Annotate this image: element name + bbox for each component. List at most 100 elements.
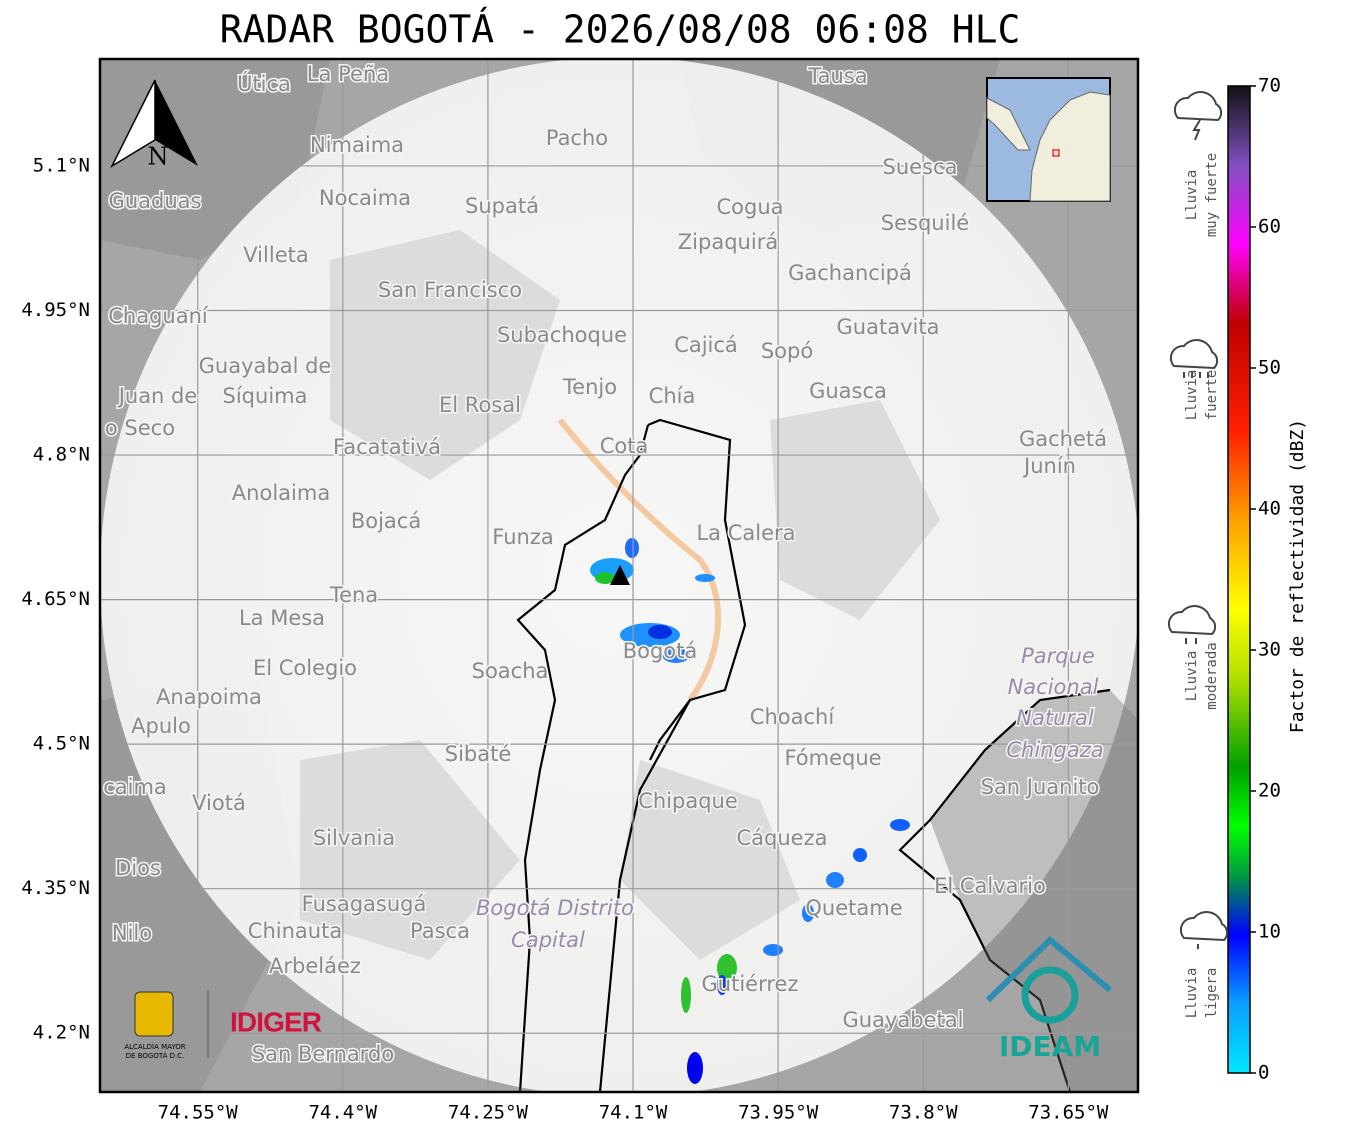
place-label: Fómeque [784, 746, 881, 770]
radar-echo [625, 538, 639, 558]
place-label: Supatá [465, 194, 539, 218]
colorbar-tick-label: 50 [1258, 357, 1281, 379]
y-tick-label: 4.65°N [21, 588, 90, 610]
radar-echo [890, 819, 910, 831]
place-label: Apulo [131, 714, 191, 738]
place-label: Arbeláez [269, 954, 361, 978]
place-label: La Peña [307, 62, 389, 86]
x-tick-label: 74.25°W [448, 1102, 529, 1124]
place-label: Chipaque [638, 789, 738, 813]
intensity-label: Lluvia [1184, 651, 1200, 702]
place-label: Fusagasugá [302, 892, 427, 916]
place-label: Tausa [807, 64, 867, 88]
colorbar [1227, 85, 1251, 1074]
place-label: Chaguaní [108, 304, 209, 328]
radar-echo [763, 944, 783, 956]
radar-echo [662, 647, 690, 663]
place-label: El Rosal [439, 393, 521, 417]
radar-echo [695, 574, 715, 582]
place-label: Guasca [809, 379, 887, 403]
place-label: Sesquilé [881, 211, 969, 235]
place-label: Cogua [716, 195, 783, 219]
radar-site [610, 565, 630, 585]
y-tick-label: 4.8°N [33, 444, 90, 466]
place-label: La Mesa [239, 606, 325, 630]
place-label: Parque [1021, 644, 1095, 668]
place-label: Bojacá [351, 509, 421, 533]
place-label: San Francisco [378, 278, 522, 302]
north-label: N [148, 143, 169, 171]
place-label: Dios [115, 856, 161, 880]
place-label: La Calera [696, 521, 795, 545]
place-label: Cota [600, 434, 649, 458]
x-tick-label: 74.4°W [308, 1102, 377, 1124]
colorbar-tick-label: 40 [1258, 498, 1281, 520]
radar-echo [681, 977, 691, 1013]
place-label: Soacha [472, 659, 549, 683]
colorbar-tick-label: 10 [1258, 921, 1281, 943]
x-tick-label: 73.8°W [889, 1102, 958, 1124]
colorbar-tick-label: 70 [1258, 75, 1281, 97]
radar-echo [595, 572, 615, 584]
place-label: Capital [511, 928, 585, 952]
place-label: Funza [492, 525, 553, 549]
place-label: San Bernardo [252, 1042, 394, 1066]
logos: ALCALDÍA MAYOR DE BOGOTÁ D.C. IDIGER IDE… [124, 935, 1112, 1063]
intensity-label: Lluvia [1184, 968, 1200, 1019]
x-tick-label: 74.55°W [158, 1102, 239, 1124]
place-label: Guaduas [109, 189, 202, 213]
place-label: Sopó [761, 339, 813, 363]
park [930, 690, 1138, 1092]
place-label: caima [103, 775, 167, 799]
place-label: Chía [649, 384, 696, 408]
idiger-logo: IDIGER [230, 1006, 322, 1037]
colorbar-label: Factor de reflectividad (dBZ) [1287, 419, 1308, 733]
place-labels: La Peña Útica Tausa Pacho Nimaima Suesca Guadu… [102, 61, 1109, 1068]
place-label: Gachancipá [788, 261, 912, 285]
north-arrow-right [155, 80, 198, 166]
place-label: Cáqueza [737, 826, 828, 850]
y-tick-label: 4.95°N [21, 299, 90, 321]
boundary [516, 418, 1111, 1092]
intensity-label: moderada [1204, 642, 1220, 709]
place-label: Tenjo [562, 375, 617, 399]
place-label: Juan de [117, 384, 198, 408]
place-label: Silvania [313, 826, 395, 850]
title: RADAR BOGOTÁ - 2026/08/08 06:08 HLC [220, 8, 1021, 52]
intensity-label: fuerte [1204, 370, 1220, 421]
place-label: Nilo [112, 921, 152, 945]
intensity-label: ligera [1204, 968, 1220, 1019]
colorbar-tick-label: 60 [1258, 216, 1281, 238]
alcaldia-shield [134, 991, 174, 1037]
place-label: Bogotá Distrito [476, 896, 634, 920]
radar-echo [826, 872, 844, 888]
place-label: Suesca [883, 155, 958, 179]
place-label: Gutiérrez [702, 972, 799, 996]
alcaldia-text: ALCALDÍA MAYOR [124, 1042, 185, 1051]
urban-area [557, 418, 722, 702]
inset-map [986, 77, 1111, 202]
place-label: Chingaza [1006, 738, 1103, 762]
icon-moderate-rain [1167, 605, 1217, 644]
place-label: Cajicá [674, 333, 738, 357]
place-label: Anolaima [232, 481, 330, 505]
terrain [300, 230, 940, 960]
place-label: Villeta [243, 243, 308, 267]
place-label: Anapoima [156, 685, 262, 709]
colorbar-tick-label: 20 [1258, 780, 1281, 802]
place-label: o Seco [105, 416, 175, 440]
y-tick-label: 4.2°N [33, 1022, 90, 1044]
place-label: Síquima [223, 384, 308, 408]
icon-light-rain [1179, 911, 1229, 949]
place-label: Facatativá [333, 435, 441, 459]
ideam-roof [985, 935, 1112, 1003]
y-tick-label: 4.35°N [21, 877, 90, 899]
radar-echo [853, 848, 867, 862]
y-tick-label: 4.5°N [33, 733, 90, 755]
ideam-logo: IDEAM [999, 1030, 1101, 1063]
north-arrow: N [110, 79, 198, 171]
map-area: La Peña Útica Tausa Pacho Nimaima Suesca Guadu… [100, 59, 1138, 1092]
